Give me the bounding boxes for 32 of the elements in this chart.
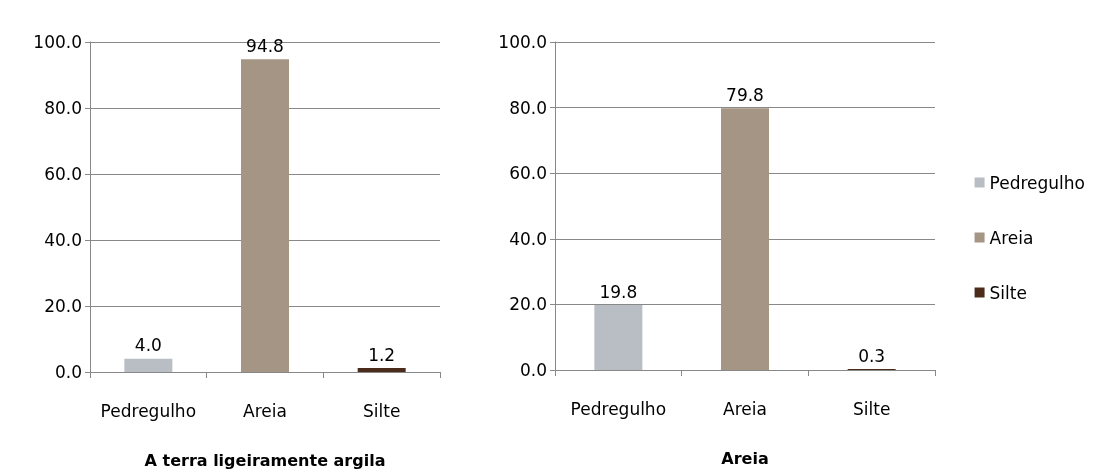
legend-label: Pedregulho: [989, 172, 1085, 193]
y-tick-label: 80.0: [509, 97, 547, 118]
y-tick-label: 40.0: [44, 230, 82, 250]
y-tick-label: 60.0: [44, 164, 82, 184]
data-label: 94.8: [246, 35, 284, 56]
y-tick-label: 20.0: [44, 296, 82, 316]
legend-label: Silte: [989, 282, 1027, 303]
x-axis-title: Areia: [721, 448, 769, 468]
y-tick-label: 100.0: [498, 32, 547, 52]
x-tick-label: Silte: [362, 400, 401, 421]
x-tick-label: Areia: [243, 400, 287, 421]
bar: [357, 368, 406, 372]
bar: [124, 358, 173, 372]
data-label: 79.8: [726, 84, 764, 105]
x-axis-title: A terra ligeiramente argila: [144, 450, 386, 470]
y-tick-label: 0.0: [54, 362, 82, 382]
y-tick-label: 60.0: [509, 163, 547, 184]
x-tick-label: Pedregulho: [100, 400, 197, 421]
data-label: 1.2: [368, 344, 396, 365]
data-label: 0.3: [858, 345, 886, 366]
y-tick-label: 0.0: [519, 360, 547, 380]
x-tick-label: Areia: [723, 398, 767, 419]
y-tick-label: 20.0: [509, 294, 547, 315]
x-tick-label: Pedregulho: [570, 398, 667, 419]
data-label: 19.8: [599, 281, 638, 302]
legend-label: Areia: [989, 227, 1034, 248]
x-tick-label: Silte: [852, 398, 891, 419]
bar: [241, 59, 289, 372]
data-label: 4.0: [134, 335, 162, 356]
y-tick-label: 100.0: [33, 32, 82, 52]
y-tick-label: 80.0: [44, 98, 82, 118]
y-tick-label: 40.0: [509, 228, 547, 249]
